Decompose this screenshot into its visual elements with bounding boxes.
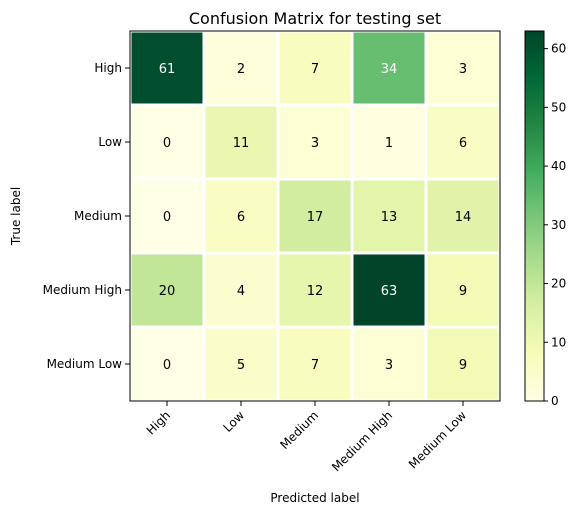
heatmap-cell [202, 177, 280, 255]
y-tick-label: Medium Low [47, 357, 123, 371]
cell-value-label: 0 [163, 136, 171, 151]
heatmap-cell [276, 103, 354, 181]
cell-value-label: 4 [237, 284, 245, 299]
cell-value-label: 12 [307, 284, 324, 299]
cell-value-label: 0 [163, 210, 171, 225]
colorbar-tick-label: 0 [551, 394, 559, 408]
colorbar: 0 10 20 30 40 50 60 [524, 30, 566, 408]
colorbar-tick-label: 30 [551, 218, 566, 232]
x-tick-label: Medium [277, 408, 321, 452]
y-tick-label: Medium [74, 209, 122, 223]
heatmap-cell [202, 325, 280, 403]
y-tick-label: Low [98, 135, 122, 149]
colorbar-tick-label: 20 [551, 277, 566, 291]
y-tick-label: Medium High [43, 283, 122, 297]
colorbar-ticks: 0 10 20 30 40 50 60 [544, 42, 566, 408]
cell-value-label: 14 [455, 210, 472, 225]
x-axis-label: Predicted label [270, 491, 359, 505]
y-axis: High Low Medium Medium High Medium Low [43, 61, 130, 371]
x-tick-label: Medium High [329, 408, 395, 474]
cell-value-label: 3 [459, 62, 467, 77]
cell-value-label: 3 [311, 136, 319, 151]
cell-value-label: 6 [237, 210, 245, 225]
cell-value-label: 17 [307, 210, 324, 225]
heatmap-cell [424, 251, 502, 329]
cell-value-label: 1 [385, 136, 393, 151]
cell-value-label: 6 [459, 136, 467, 151]
cell-value-label: 3 [385, 358, 393, 373]
cell-value-label: 7 [311, 62, 319, 77]
heatmap-cell [276, 325, 354, 403]
colorbar-frame [524, 30, 545, 402]
colorbar-tick-label: 60 [551, 42, 566, 56]
cell-value-label: 0 [163, 358, 171, 373]
heatmap-cell [202, 251, 280, 329]
cell-value-label: 13 [381, 210, 398, 225]
cell-value-label: 20 [159, 284, 176, 299]
colorbar-gradient [525, 31, 544, 401]
x-tick-label: Low [221, 408, 248, 435]
chart-title: Confusion Matrix for testing set [189, 9, 441, 28]
y-axis-label: True label [9, 187, 23, 246]
cell-value-label: 63 [381, 284, 398, 299]
heatmap-cells: 61 2 7 34 3 0 11 3 1 6 0 6 17 13 14 20 4 12 63 9 0 5 7 3 9 [128, 29, 502, 403]
cell-value-label: 9 [459, 284, 467, 299]
cell-value-label: 11 [233, 136, 250, 151]
colorbar-tick-label: 50 [551, 100, 566, 114]
colorbar-tick-label: 10 [551, 335, 566, 349]
colorbar-tick-label: 40 [551, 159, 566, 173]
cell-value-label: 2 [237, 62, 245, 77]
x-tick-label: High [144, 408, 173, 437]
heatmap-cell [350, 177, 428, 255]
heatmap-cell [350, 251, 428, 329]
cell-value-label: 9 [459, 358, 467, 373]
heatmap-cell [424, 103, 502, 181]
cell-value-label: 5 [237, 358, 245, 373]
cell-value-label: 34 [381, 62, 398, 77]
x-axis: High Low Medium Medium High Medium Low [144, 401, 469, 474]
x-tick-label: Medium Low [406, 408, 469, 471]
y-tick-label: High [94, 61, 122, 75]
cell-value-label: 7 [311, 358, 319, 373]
cell-value-label: 61 [159, 62, 176, 77]
